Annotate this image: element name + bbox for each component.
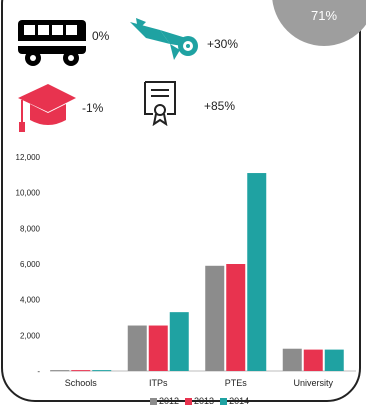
bar-university-2013 [303, 349, 323, 371]
graduation-cap-icon [18, 84, 76, 132]
bus-stat-value: 0% [92, 29, 110, 43]
legend-swatch [150, 397, 157, 405]
card-frame [1, 0, 361, 402]
bar-ptes-2014 [247, 173, 267, 371]
certificate-stat-value: +85% [204, 99, 236, 113]
legend-label: 2012 [159, 396, 180, 406]
legend-item: 2013 [185, 396, 214, 406]
bar-itps-2012 [127, 325, 147, 371]
bar-university-2014 [324, 349, 344, 371]
legend-swatch [220, 397, 228, 405]
x-tick-label: ITPs [149, 378, 168, 388]
bar-university-2012 [282, 348, 302, 371]
chart-legend: 2012 2013 2014 [150, 396, 249, 406]
y-tick-label: - [37, 367, 40, 376]
y-tick-label: 2,000 [20, 331, 41, 340]
bar-schools-2013 [71, 370, 91, 372]
bar-ptes-2013 [226, 264, 246, 371]
y-tick-label: 12,000 [16, 153, 41, 162]
y-tick-label: 6,000 [20, 260, 41, 269]
legend-item: 2014 [220, 396, 249, 406]
legend-label: 2013 [194, 396, 215, 406]
legend-swatch [185, 397, 193, 405]
cap-stat-value: -1% [82, 101, 104, 115]
bar-itps-2014 [169, 312, 189, 371]
bar-itps-2013 [148, 325, 168, 371]
y-tick-label: 8,000 [20, 224, 41, 233]
y-tick-label: 4,000 [20, 296, 41, 305]
legend-item: 2012 [150, 396, 179, 406]
legend-label: 2014 [229, 396, 250, 406]
diploma-scroll-icon [130, 18, 198, 60]
y-tick-label: 10,000 [16, 189, 41, 198]
certificate-icon [144, 81, 176, 126]
x-tick-label: Schools [65, 378, 98, 388]
bar-schools-2012 [50, 370, 70, 372]
bar-ptes-2012 [205, 265, 225, 371]
bar-schools-2014 [92, 370, 112, 372]
badge-value: 71% [310, 8, 338, 23]
x-tick-label: PTEs [225, 378, 248, 388]
scroll-stat-value: +30% [207, 37, 239, 51]
bus-icon [18, 20, 86, 66]
x-tick-label: University [293, 378, 333, 388]
